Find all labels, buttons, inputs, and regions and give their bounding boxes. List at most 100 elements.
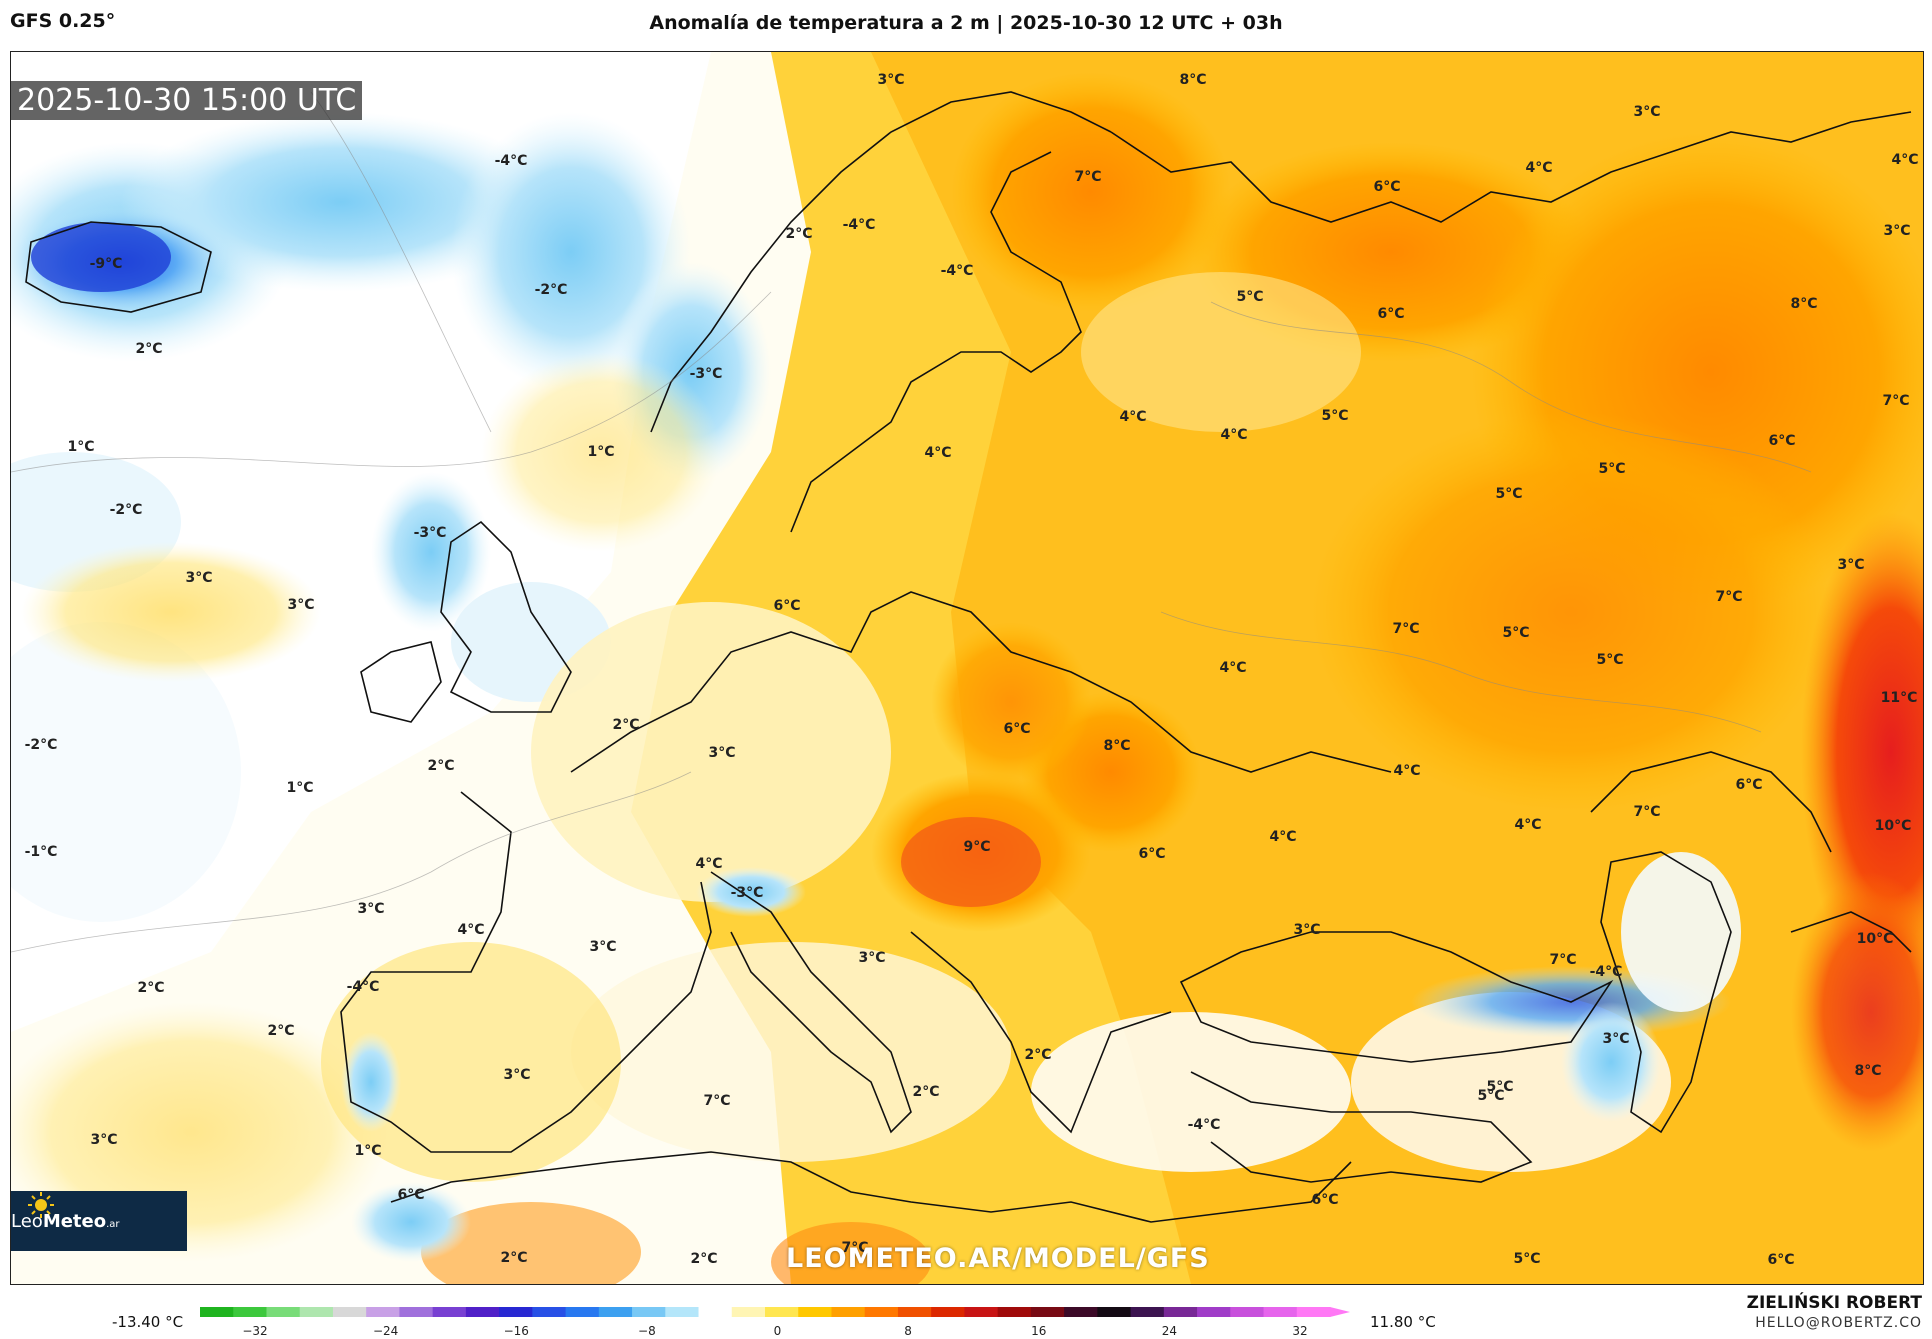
colorbar-tick: −32 xyxy=(242,1324,268,1338)
temperature-label: 6°C xyxy=(1311,1192,1339,1208)
colorbar-segment xyxy=(1230,1307,1265,1317)
sun-icon xyxy=(28,1192,54,1218)
colorbar-segment xyxy=(233,1307,268,1317)
colorbar-segment xyxy=(1163,1307,1198,1317)
leometeo-logo: LeoMeteo.ar xyxy=(11,1191,187,1251)
temperature-label: 1°C xyxy=(354,1143,382,1159)
temperature-label: 5°C xyxy=(1236,289,1264,305)
colorbar-tick: −8 xyxy=(638,1324,656,1338)
temperature-label: 3°C xyxy=(357,901,385,917)
temperature-label: 5°C xyxy=(1477,1088,1505,1104)
temperature-label: 6°C xyxy=(1768,433,1796,449)
temperature-label: 6°C xyxy=(1138,846,1166,862)
colorbar-segment xyxy=(399,1307,434,1317)
colorbar-tick: 8 xyxy=(904,1324,912,1338)
temperature-label: 4°C xyxy=(1514,817,1542,833)
temperature-label: 7°C xyxy=(841,1240,869,1256)
temperature-label: 2°C xyxy=(785,226,813,242)
temperature-label: -3°C xyxy=(413,525,447,541)
colorbar-segment xyxy=(1097,1307,1132,1317)
colorbar-segment xyxy=(432,1307,467,1317)
temperature-label: 2°C xyxy=(137,980,165,996)
temperature-label: 1°C xyxy=(286,780,314,796)
colorbar-segment xyxy=(698,1307,733,1317)
temperature-label: 11°C xyxy=(1880,690,1918,706)
temperature-label: -4°C xyxy=(842,217,876,233)
colorbar-min-label: -13.40 °C xyxy=(112,1313,184,1331)
temperature-label: 2°C xyxy=(135,341,163,357)
colorbar xyxy=(200,1307,1350,1317)
temperature-label: 6°C xyxy=(1377,306,1405,322)
temperature-label: 4°C xyxy=(1219,660,1247,676)
temperature-label: 6°C xyxy=(773,598,801,614)
temperature-label: 4°C xyxy=(1525,160,1553,176)
temperature-label: -4°C xyxy=(940,263,974,279)
temperature-label: -3°C xyxy=(730,885,764,901)
temperature-label: 3°C xyxy=(708,745,736,761)
temperature-label: 3°C xyxy=(1837,557,1865,573)
temperature-anomaly-map: 2025-10-30 15:00 UTC 3°C 8°C 3°C -4°C -9°C -4… xyxy=(10,51,1924,1285)
temperature-label: 3°C xyxy=(287,597,315,613)
temperature-label: 4°C xyxy=(695,856,723,872)
temperature-label: 3°C xyxy=(503,1067,531,1083)
temperature-label: -2°C xyxy=(534,282,568,298)
colorbar-segment xyxy=(665,1307,700,1317)
colorbar-segment xyxy=(1263,1307,1298,1317)
colorbar-segment xyxy=(765,1307,799,1317)
temperature-label: 6°C xyxy=(1735,777,1763,793)
temperature-label: 3°C xyxy=(1293,922,1321,938)
colorbar-segment xyxy=(897,1307,932,1317)
temperature-label: 3°C xyxy=(1633,104,1661,120)
temperature-label: -4°C xyxy=(494,153,528,169)
temperature-label: 8°C xyxy=(1179,72,1207,88)
temperature-label: 5°C xyxy=(1598,461,1626,477)
colorbar-tick: −24 xyxy=(372,1324,399,1338)
temperature-label: 6°C xyxy=(1767,1252,1795,1268)
colorbar-segment xyxy=(798,1307,833,1317)
temperature-label: 6°C xyxy=(1003,721,1031,737)
temperature-label: 7°C xyxy=(1074,169,1102,185)
colorbar-segment xyxy=(565,1307,600,1317)
temperature-label: -4°C xyxy=(1187,1117,1221,1133)
temperature-label: 9°C xyxy=(963,839,991,855)
temperature-label: 7°C xyxy=(1392,621,1420,637)
temperature-label: 1°C xyxy=(587,444,615,460)
colorbar-segment xyxy=(931,1307,966,1317)
temperature-label: 4°C xyxy=(1393,763,1421,779)
temperature-label: 5°C xyxy=(1321,408,1349,424)
colorbar-tick: 32 xyxy=(1292,1324,1308,1338)
model-name: GFS 0.25° xyxy=(10,10,116,32)
temperature-label: 3°C xyxy=(589,939,617,955)
temperature-label: 3°C xyxy=(1883,223,1911,239)
watermark-url: LEOMETEO.AR/MODEL/GFS xyxy=(786,1243,1210,1274)
colorbar-segment xyxy=(1030,1307,1065,1317)
temperature-label: -1°C xyxy=(24,844,58,860)
temperature-label: 8°C xyxy=(1790,296,1818,312)
colorbar-segment xyxy=(831,1307,866,1317)
temperature-label: 3°C xyxy=(858,950,886,966)
valid-time-badge: 2025-10-30 15:00 UTC xyxy=(11,81,363,120)
colorbar-segment xyxy=(964,1307,999,1317)
temperature-label: 2°C xyxy=(1024,1047,1052,1063)
temperature-label: 5°C xyxy=(1502,625,1530,641)
map-title: Anomalía de temperatura a 2 m | 2025-10-… xyxy=(649,12,1283,34)
temperature-label: 7°C xyxy=(1633,804,1661,820)
temperature-label: 10°C xyxy=(1874,818,1912,834)
temperature-label: 2°C xyxy=(912,1084,940,1100)
colorbar-segment xyxy=(1197,1307,1231,1317)
colorbar-segment xyxy=(465,1307,500,1317)
colorbar-segment xyxy=(366,1307,401,1317)
temperature-label: -4°C xyxy=(346,979,380,995)
author-name: ZIELIŃSKI ROBERT xyxy=(1746,1293,1922,1313)
temperature-label: 3°C xyxy=(1602,1031,1630,1047)
temperature-label: 7°C xyxy=(1715,589,1743,605)
temperature-label: 7°C xyxy=(1882,393,1910,409)
colorbar-segment xyxy=(266,1307,301,1317)
temperature-label: 3°C xyxy=(90,1132,118,1148)
temperature-label: 5°C xyxy=(1513,1251,1541,1267)
temperature-label: 4°C xyxy=(1119,409,1147,425)
colorbar-tick: 0 xyxy=(773,1324,782,1338)
temperature-label: -2°C xyxy=(109,502,143,518)
temperature-label: 4°C xyxy=(1269,829,1297,845)
colorbar-segment xyxy=(864,1307,899,1317)
